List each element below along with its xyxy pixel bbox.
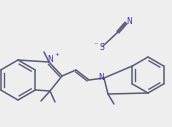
Text: N: N: [47, 54, 53, 64]
Text: S: S: [100, 44, 104, 52]
Text: N: N: [126, 18, 132, 27]
Text: N: N: [98, 74, 104, 83]
Text: ⁻: ⁻: [94, 41, 98, 50]
Text: +: +: [54, 52, 59, 57]
